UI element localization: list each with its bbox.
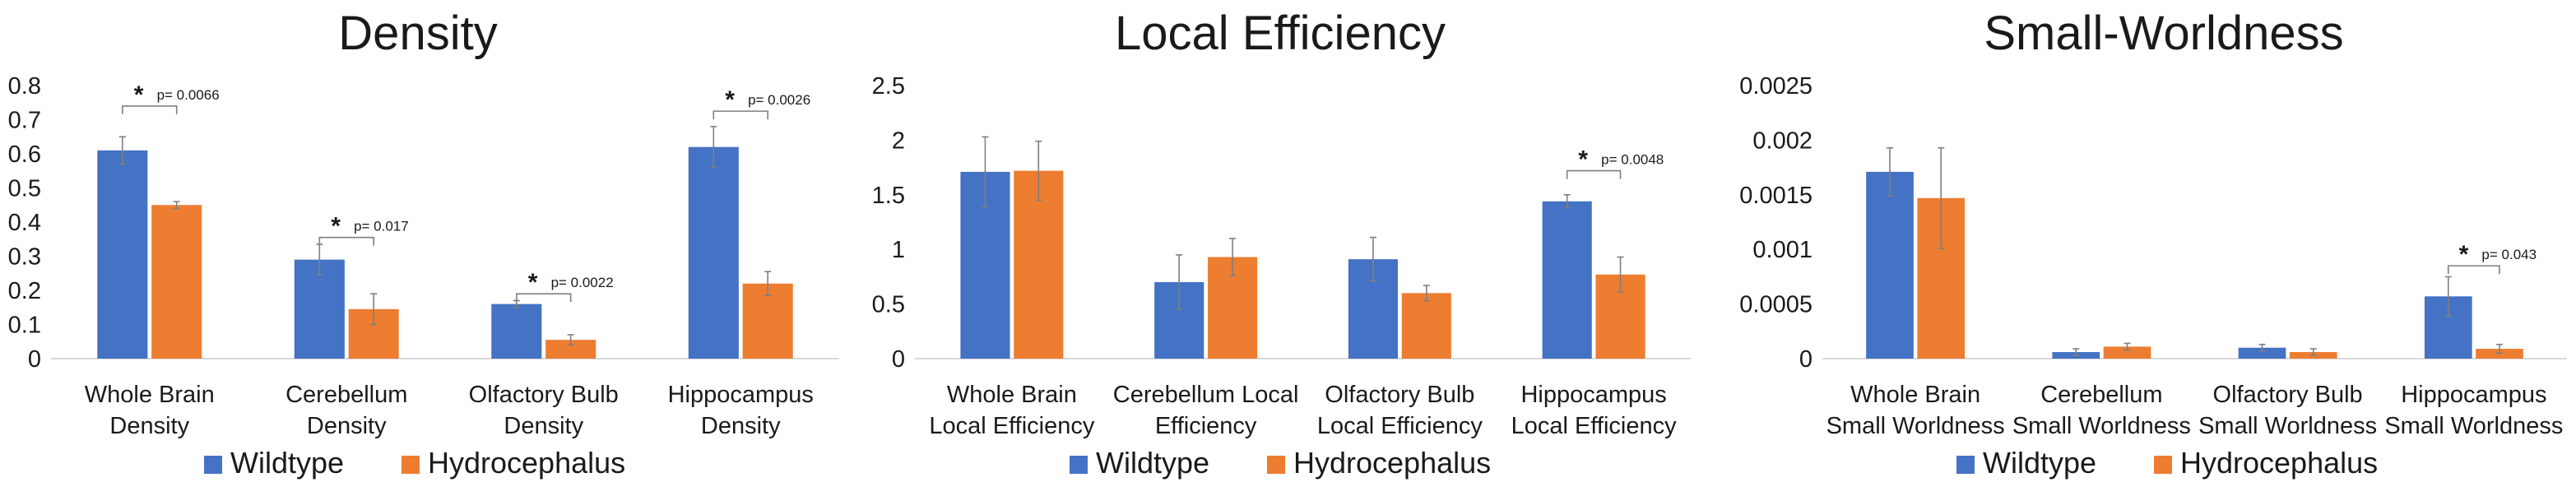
x-tick-label: Whole Brain (85, 382, 215, 408)
y-tick-label: 0 (28, 346, 41, 373)
x-tick-label: Cerebellum (2040, 382, 2162, 408)
x-tick-label: Olfactory Bulb (469, 382, 619, 408)
x-tick-label: Efficiency (1155, 413, 1257, 439)
y-tick-label: 1.5 (872, 183, 905, 209)
x-tick-label: Density (504, 413, 583, 439)
x-tick-label: Density (109, 413, 189, 439)
chart-1: Local Efficiency 0 0.5 1 1.5 2 2.5 Whole Brain L… (872, 7, 1691, 480)
y-tick-label: 0.002 (1752, 127, 1812, 154)
y-tick-label: 0 (892, 346, 905, 373)
bar-wildtype-3 (688, 146, 739, 359)
bar-hydrocephalus-1 (2103, 346, 2151, 359)
bar-hydrocephalus-0 (1014, 170, 1064, 359)
bar-wildtype-2 (491, 304, 542, 359)
y-tick-label: 0.5 (872, 292, 905, 318)
x-tick-label: Hippocampus (1520, 382, 1666, 408)
y-tick-label: 0.8 (8, 73, 41, 100)
x-tick-label: Density (307, 413, 387, 439)
x-tick-label: Density (701, 413, 781, 439)
significance-bracket (516, 293, 572, 303)
legend-label-wildtype: Wildtype (230, 446, 344, 480)
legend-label-hydrocephalus: Hydrocephalus (1293, 446, 1491, 480)
significance-star: * (1578, 146, 1588, 174)
x-tick-label: Cerebellum (285, 382, 407, 408)
significance-bracket (318, 236, 374, 246)
legend-swatch-wildtype (1070, 456, 1088, 474)
chart-title: Small-Worldness (1984, 7, 2343, 60)
significance-bracket (1566, 169, 1622, 179)
bar-wildtype-0 (97, 150, 148, 359)
p-value-label: p= 0.0048 (1601, 152, 1664, 168)
bar-wildtype-0 (1866, 171, 1914, 359)
bar-hydrocephalus-2 (1401, 293, 1451, 359)
y-tick-label: 0.1 (8, 313, 41, 339)
x-tick-label: Hippocampus (2401, 382, 2546, 408)
chart-title: Density (338, 7, 497, 60)
y-tick-label: 0.0005 (1739, 292, 1812, 318)
bar-hydrocephalus-0 (151, 205, 202, 359)
p-value-label: p= 0.0066 (157, 87, 220, 103)
x-tick-label: Hippocampus (668, 382, 814, 408)
y-tick-label: 0.3 (8, 244, 41, 271)
y-tick-label: 2.5 (872, 73, 905, 100)
p-value-label: p= 0.0022 (551, 275, 614, 290)
y-tick-label: 2 (892, 127, 905, 154)
chart-0: Density 0 0.1 0.2 0.3 0.4 0.5 0.6 0.7 0.8 Whole Br… (8, 7, 839, 480)
x-tick-label: Olfactory Bulb (2213, 382, 2363, 408)
significance-star: * (2459, 241, 2469, 268)
y-tick-label: 0.4 (8, 210, 41, 236)
chart-2: Small-Worldness 0 0.0005 0.001 0.0015 0.002 0.… (1739, 7, 2567, 480)
chart-title: Local Efficiency (1115, 7, 1446, 60)
x-tick-label: Small Worldness (2012, 413, 2191, 439)
legend-label-wildtype: Wildtype (1983, 446, 2096, 480)
significance-star: * (331, 213, 341, 240)
x-tick-label: Whole Brain (1850, 382, 1980, 408)
legend-swatch-hydrocephalus (401, 456, 420, 474)
y-tick-label: 0 (1799, 346, 1812, 373)
legend-swatch-hydrocephalus (1267, 456, 1285, 474)
y-tick-label: 1 (892, 237, 905, 263)
x-tick-label: Small Worldness (2384, 413, 2563, 439)
y-tick-label: 0.5 (8, 176, 41, 202)
x-tick-label: Small Worldness (2198, 413, 2377, 439)
y-tick-label: 0.0015 (1739, 183, 1812, 209)
legend-swatch-wildtype (1956, 456, 1975, 474)
x-tick-label: Olfactory Bulb (1325, 382, 1474, 408)
significance-star: * (134, 81, 144, 109)
bar-hydrocephalus-2 (545, 340, 596, 359)
legend-label-hydrocephalus: Hydrocephalus (428, 446, 625, 480)
x-tick-label: Local Efficiency (1317, 413, 1483, 439)
legend-label-hydrocephalus: Hydrocephalus (2180, 446, 2378, 480)
p-value-label: p= 0.043 (2481, 247, 2537, 262)
y-tick-label: 0.6 (8, 141, 41, 168)
x-tick-label: Small Worldness (1826, 413, 2005, 439)
significance-star: * (528, 269, 538, 296)
p-value-label: p= 0.017 (354, 219, 409, 234)
y-tick-label: 0.001 (1752, 237, 1812, 263)
p-value-label: p= 0.0026 (748, 92, 810, 108)
x-tick-label: Local Efficiency (1511, 413, 1677, 439)
bar-wildtype-1 (294, 259, 345, 359)
x-tick-label: Cerebellum Local (1113, 382, 1299, 408)
x-tick-label: Local Efficiency (929, 413, 1094, 439)
bar-wildtype-3 (1542, 201, 1592, 359)
x-tick-label: Whole Brain (947, 382, 1077, 408)
legend-swatch-wildtype (204, 456, 222, 474)
significance-bracket (712, 110, 768, 120)
significance-star: * (725, 86, 735, 114)
legend-label-wildtype: Wildtype (1096, 446, 1209, 480)
y-tick-label: 0.7 (8, 108, 41, 134)
significance-bracket (122, 105, 178, 114)
bar-wildtype-2 (2238, 347, 2286, 359)
y-tick-label: 0.2 (8, 278, 41, 304)
significance-bracket (2447, 265, 2500, 275)
legend-swatch-hydrocephalus (2154, 456, 2172, 474)
y-tick-label: 0.0025 (1739, 73, 1812, 100)
